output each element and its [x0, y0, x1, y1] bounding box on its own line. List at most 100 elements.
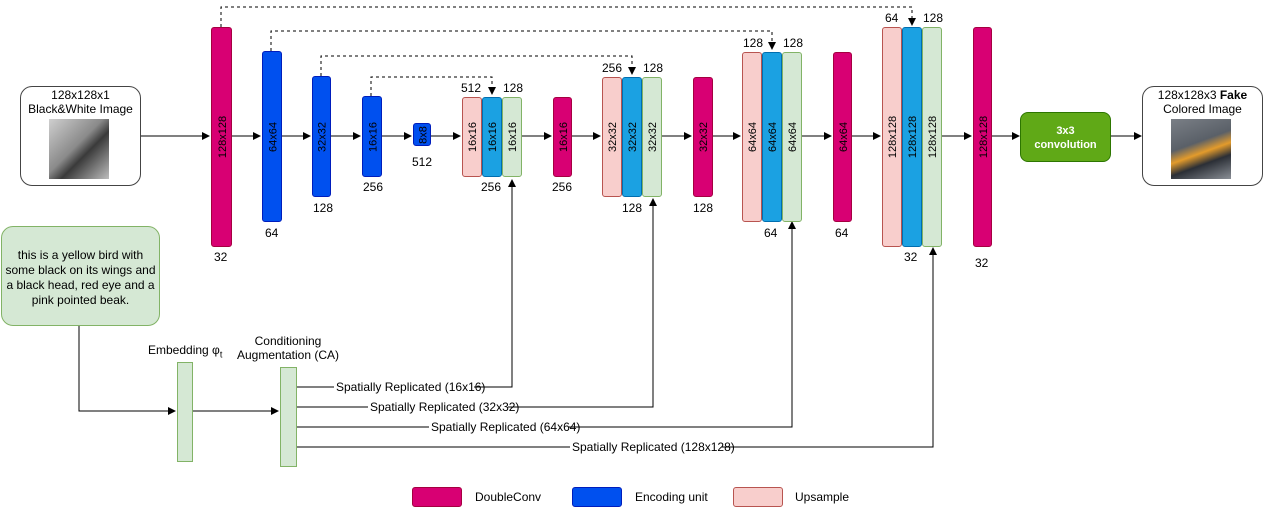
block-11-encoding: 128x128 [902, 27, 922, 247]
block-9-condition-label: 64x64 [787, 122, 799, 152]
arrow-text-to-embedding [78, 326, 176, 415]
replicate-32 [297, 198, 657, 408]
replicated-label-64: Spatially Replicated (64x64) [431, 420, 580, 434]
colored-bird-image [1171, 119, 1231, 179]
legend-label-doubleconv: DoubleConv [475, 490, 542, 504]
legend-label-encoding: Encoding unit [635, 490, 708, 504]
block-3-encoding: 16x16 [362, 96, 382, 177]
block-4-channel-label: 512 [412, 155, 433, 169]
block-0-doubleconv: 128x128 [211, 27, 232, 247]
ca-label: Conditioning Augmentation (CA) [236, 334, 340, 362]
text-prompt-line-1: this is a yellow bird with [17, 248, 144, 262]
block-7-upsample-label: 32x32 [607, 122, 619, 152]
block-7-upsample: 32x32 [602, 77, 622, 197]
block-9-condition: 64x64 [782, 52, 802, 222]
block-7-condition-label: 32x32 [647, 122, 659, 152]
block-3-channel-label: 256 [363, 180, 384, 194]
block-5-condition-label: 16x16 [507, 122, 519, 152]
grayscale-bird-image [49, 119, 109, 179]
block-3-size-label: 16x16 [367, 121, 379, 152]
input-image-box: 128x128x1 Black&White Image [20, 86, 141, 186]
skip-connections [220, 6, 916, 96]
block-11-upsample-label: 128x128 [887, 115, 899, 159]
block-11-condition: 128x128 [922, 27, 942, 247]
block-1-encoding: 64x64 [262, 51, 282, 222]
block-0-size-label: 128x128 [216, 115, 229, 159]
text-prompt-line-3: a black head, red eye and a [6, 278, 155, 292]
block-0-channel-label: 32 [214, 250, 228, 264]
embedding-label: Embedding φt [148, 343, 223, 360]
block-5-channel-label: 256 [481, 180, 502, 194]
block-1-channel-label: 64 [265, 226, 279, 240]
output-size-label: 128x128x3 Fake [1157, 88, 1248, 102]
block-8-channel-label: 128 [693, 201, 714, 215]
block-6-doubleconv: 16x16 [553, 97, 572, 177]
block-7-channel-label: 128 [622, 201, 643, 215]
block-11-top-label-a: 64 [885, 11, 899, 25]
block-5-encoding-label: 16x16 [487, 122, 499, 152]
block-10-channel-label: 64 [835, 226, 849, 240]
block-5-condition: 16x16 [502, 97, 522, 177]
block-9-upsample: 64x64 [742, 52, 762, 222]
block-9-upsample-label: 64x64 [747, 122, 759, 152]
block-12-doubleconv: 128x128 [973, 27, 992, 247]
block-2-size-label: 32x32 [316, 121, 329, 152]
text-prompt-line-2: some black on its wings and [5, 263, 156, 277]
skip-64 [270, 30, 776, 51]
block-11-upsample: 128x128 [882, 27, 902, 247]
replicate-128 [297, 247, 937, 448]
block-7-encoding: 32x32 [622, 77, 642, 197]
block-2-channel-label: 128 [313, 201, 334, 215]
block-10-doubleconv: 64x64 [833, 52, 852, 222]
block-11-condition-label: 128x128 [927, 115, 939, 159]
block-6-size-label: 16x16 [557, 122, 570, 152]
block-9-encoding-label: 64x64 [767, 122, 779, 152]
block-12-channel-label: 32 [975, 256, 989, 270]
block-7-top-label-b: 128 [643, 61, 664, 75]
skip-16 [370, 76, 496, 96]
text-prompt-box: this is a yellow bird with some black on… [1, 226, 160, 326]
block-11-channel-label: 32 [904, 250, 918, 264]
replicate-64 [297, 221, 796, 428]
ca-block [280, 367, 297, 467]
conv-box: 3x3 convolution [1020, 112, 1111, 162]
skip-32 [320, 55, 636, 76]
block-5-top-label-a: 512 [461, 81, 482, 95]
replicated-label-32: Spatially Replicated (32x32) [370, 400, 519, 414]
replicated-label-16: Spatially Replicated (16x16) [336, 380, 485, 394]
block-5-encoding: 16x16 [482, 97, 502, 177]
block-8-size-label: 32x32 [698, 122, 710, 152]
block-5-top-label-b: 128 [503, 81, 524, 95]
block-12-size-label: 128x128 [977, 115, 990, 159]
output-type-label: Colored Image [1163, 102, 1242, 116]
block-11-encoding-label: 128x128 [907, 115, 919, 159]
block-9-channel-label: 64 [764, 226, 778, 240]
block-5-upsample-label: 16x16 [467, 122, 479, 152]
block-5-upsample: 16x16 [462, 97, 482, 177]
text-prompt-line-4: pink pointed beak. [31, 293, 130, 307]
embedding-block [177, 362, 193, 462]
input-size-label: 128x128x1 [51, 88, 110, 102]
legend-label-upsample: Upsample [795, 490, 850, 504]
legend-swatch-doubleconv [412, 487, 462, 507]
block-11-top-label-b: 128 [923, 11, 944, 25]
block-10-size-label: 64x64 [837, 122, 850, 152]
block-4-encoding: 8x8 [413, 123, 431, 146]
block-6-channel-label: 256 [552, 180, 573, 194]
legend: DoubleConv Encoding unit Upsample [410, 487, 890, 509]
skip-128 [220, 6, 916, 27]
block-4-size-label: 8x8 [417, 125, 429, 144]
replicated-labels: Spatially Replicated (16x16) Spatially R… [334, 380, 735, 454]
block-7-encoding-label: 32x32 [627, 122, 639, 152]
block-9-encoding: 64x64 [762, 52, 782, 222]
block-7-top-label-a: 256 [602, 61, 623, 75]
block-9-top-label-a: 128 [743, 36, 764, 50]
block-9-top-label-b: 128 [783, 36, 804, 50]
input-type-label: Black&White Image [28, 102, 133, 116]
output-image-box: 128x128x3 Fake Colored Image [1142, 86, 1263, 186]
legend-swatch-encoding [572, 487, 622, 507]
block-1-size-label: 64x64 [267, 121, 279, 152]
block-2-encoding: 32x32 [312, 76, 331, 197]
